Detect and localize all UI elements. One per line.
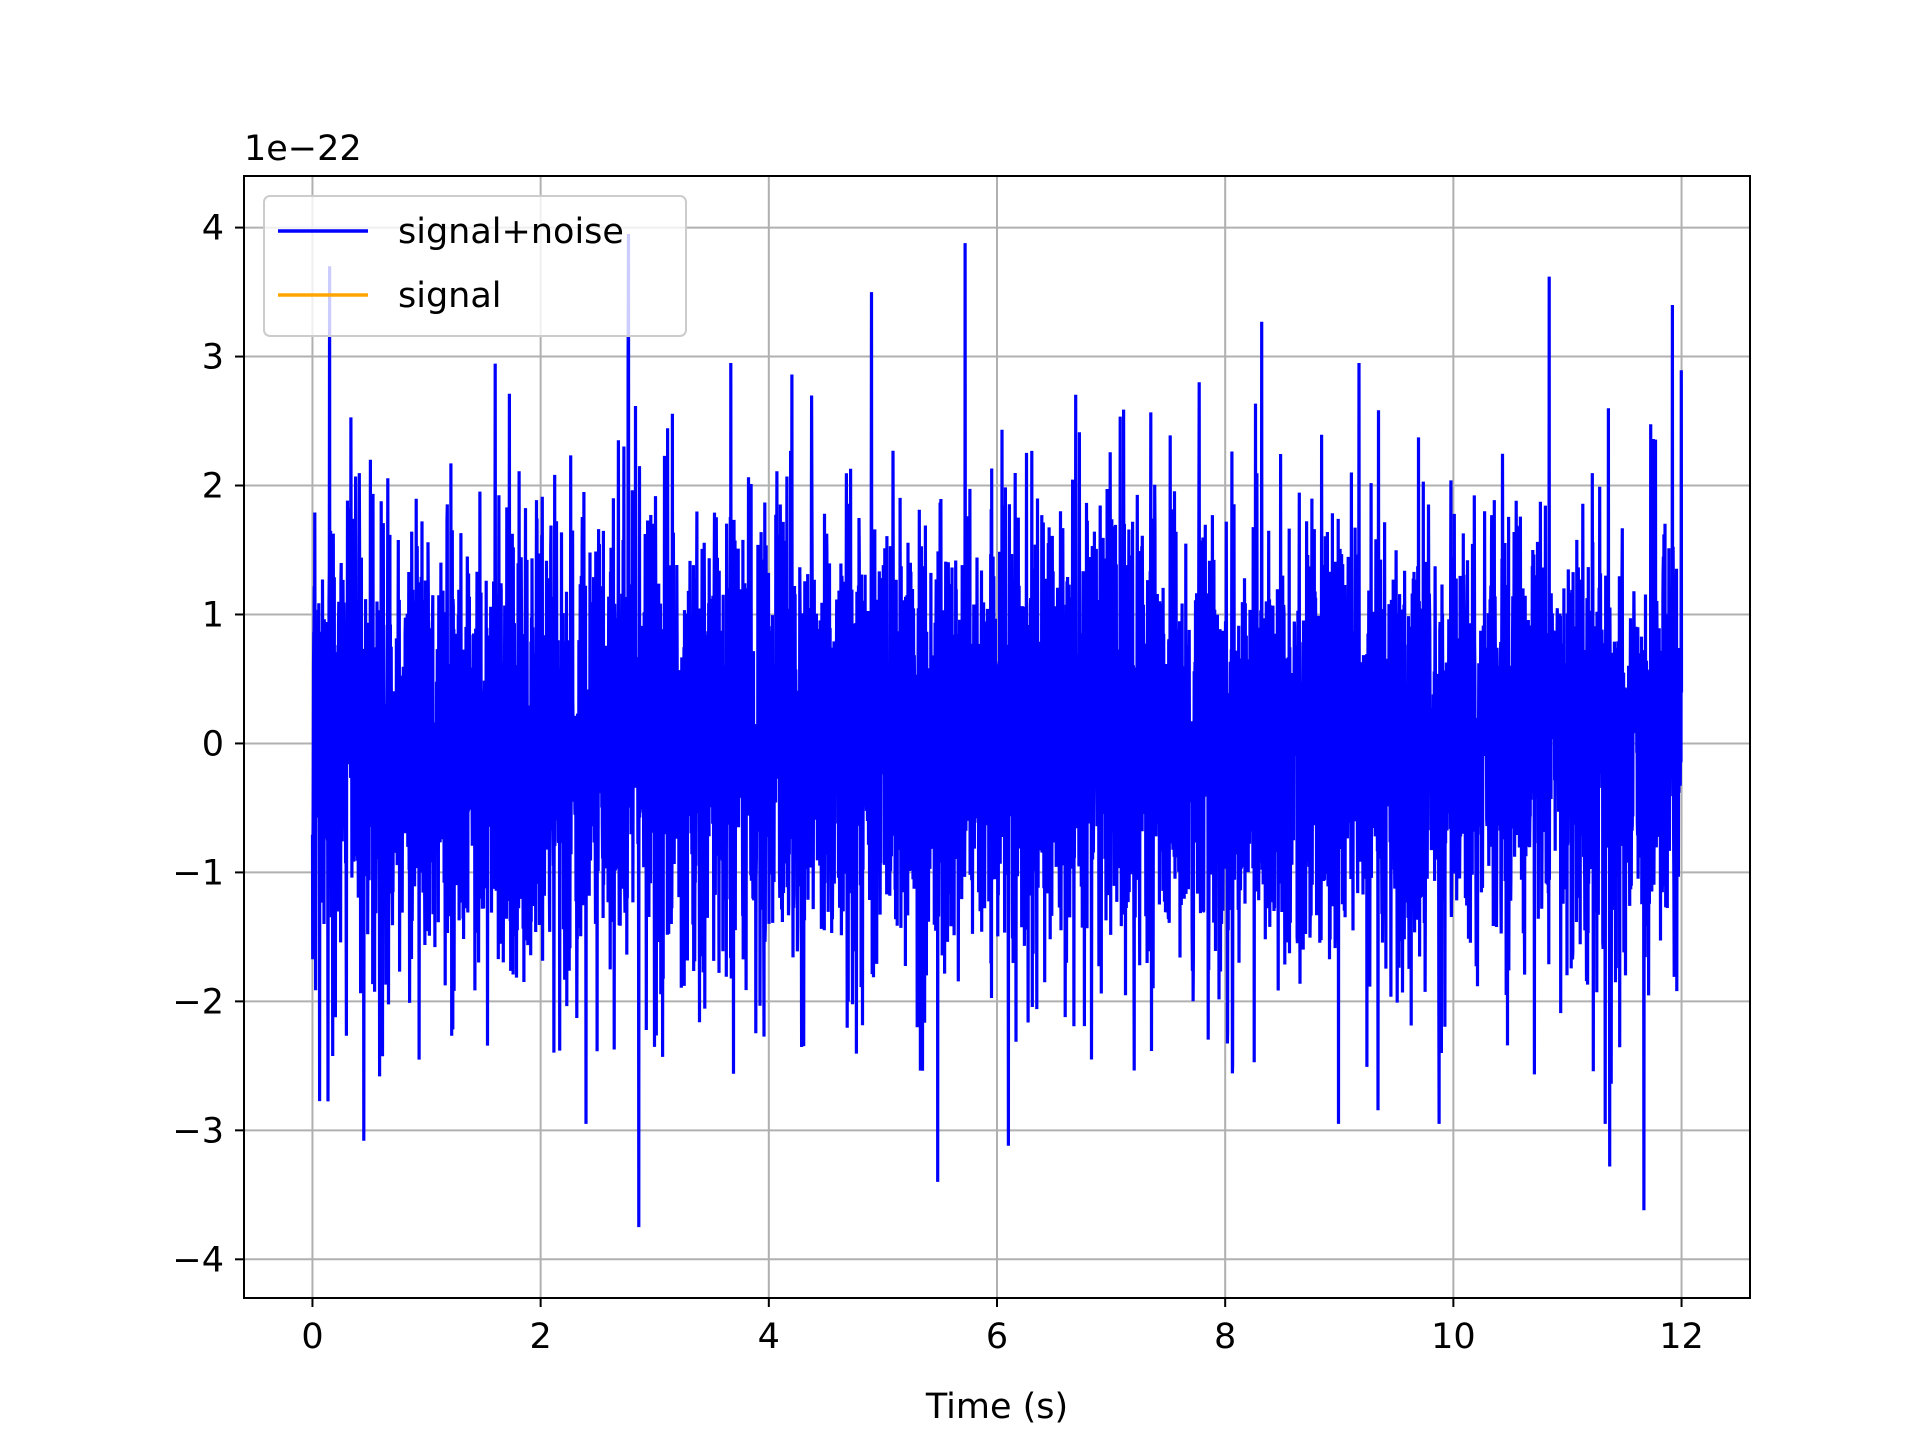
x-tick-label: 6 (986, 1317, 1008, 1357)
y-tick-label: −1 (172, 853, 224, 893)
x-tick-label: 10 (1431, 1317, 1476, 1357)
x-tick-label: 2 (529, 1317, 551, 1357)
series-signal-noise-line (310, 233, 1684, 1228)
y-offset-label: 1e−22 (244, 129, 362, 169)
x-tick-label: 8 (1214, 1317, 1236, 1357)
legend-box (263, 195, 687, 337)
y-tick-label: 2 (202, 467, 224, 507)
y-tick-label: −2 (172, 982, 224, 1022)
y-tick-label: 0 (202, 724, 224, 764)
legend: signal+noise signal (263, 195, 687, 337)
x-axis-label: Time (s) (925, 1387, 1068, 1427)
y-tick-label: 3 (202, 338, 224, 378)
y-tick-label: 1 (202, 595, 224, 635)
x-tick-label: 4 (758, 1317, 780, 1357)
x-tick-label: 12 (1659, 1317, 1704, 1357)
series-layer (310, 233, 1684, 1228)
x-tick-label: 0 (301, 1317, 323, 1357)
y-tick-label: −4 (172, 1240, 224, 1280)
legend-label-signal: signal (398, 276, 502, 316)
legend-label-signal-noise: signal+noise (398, 212, 624, 252)
y-tick-label: −3 (172, 1111, 224, 1151)
y-tick-label: 4 (202, 209, 224, 249)
